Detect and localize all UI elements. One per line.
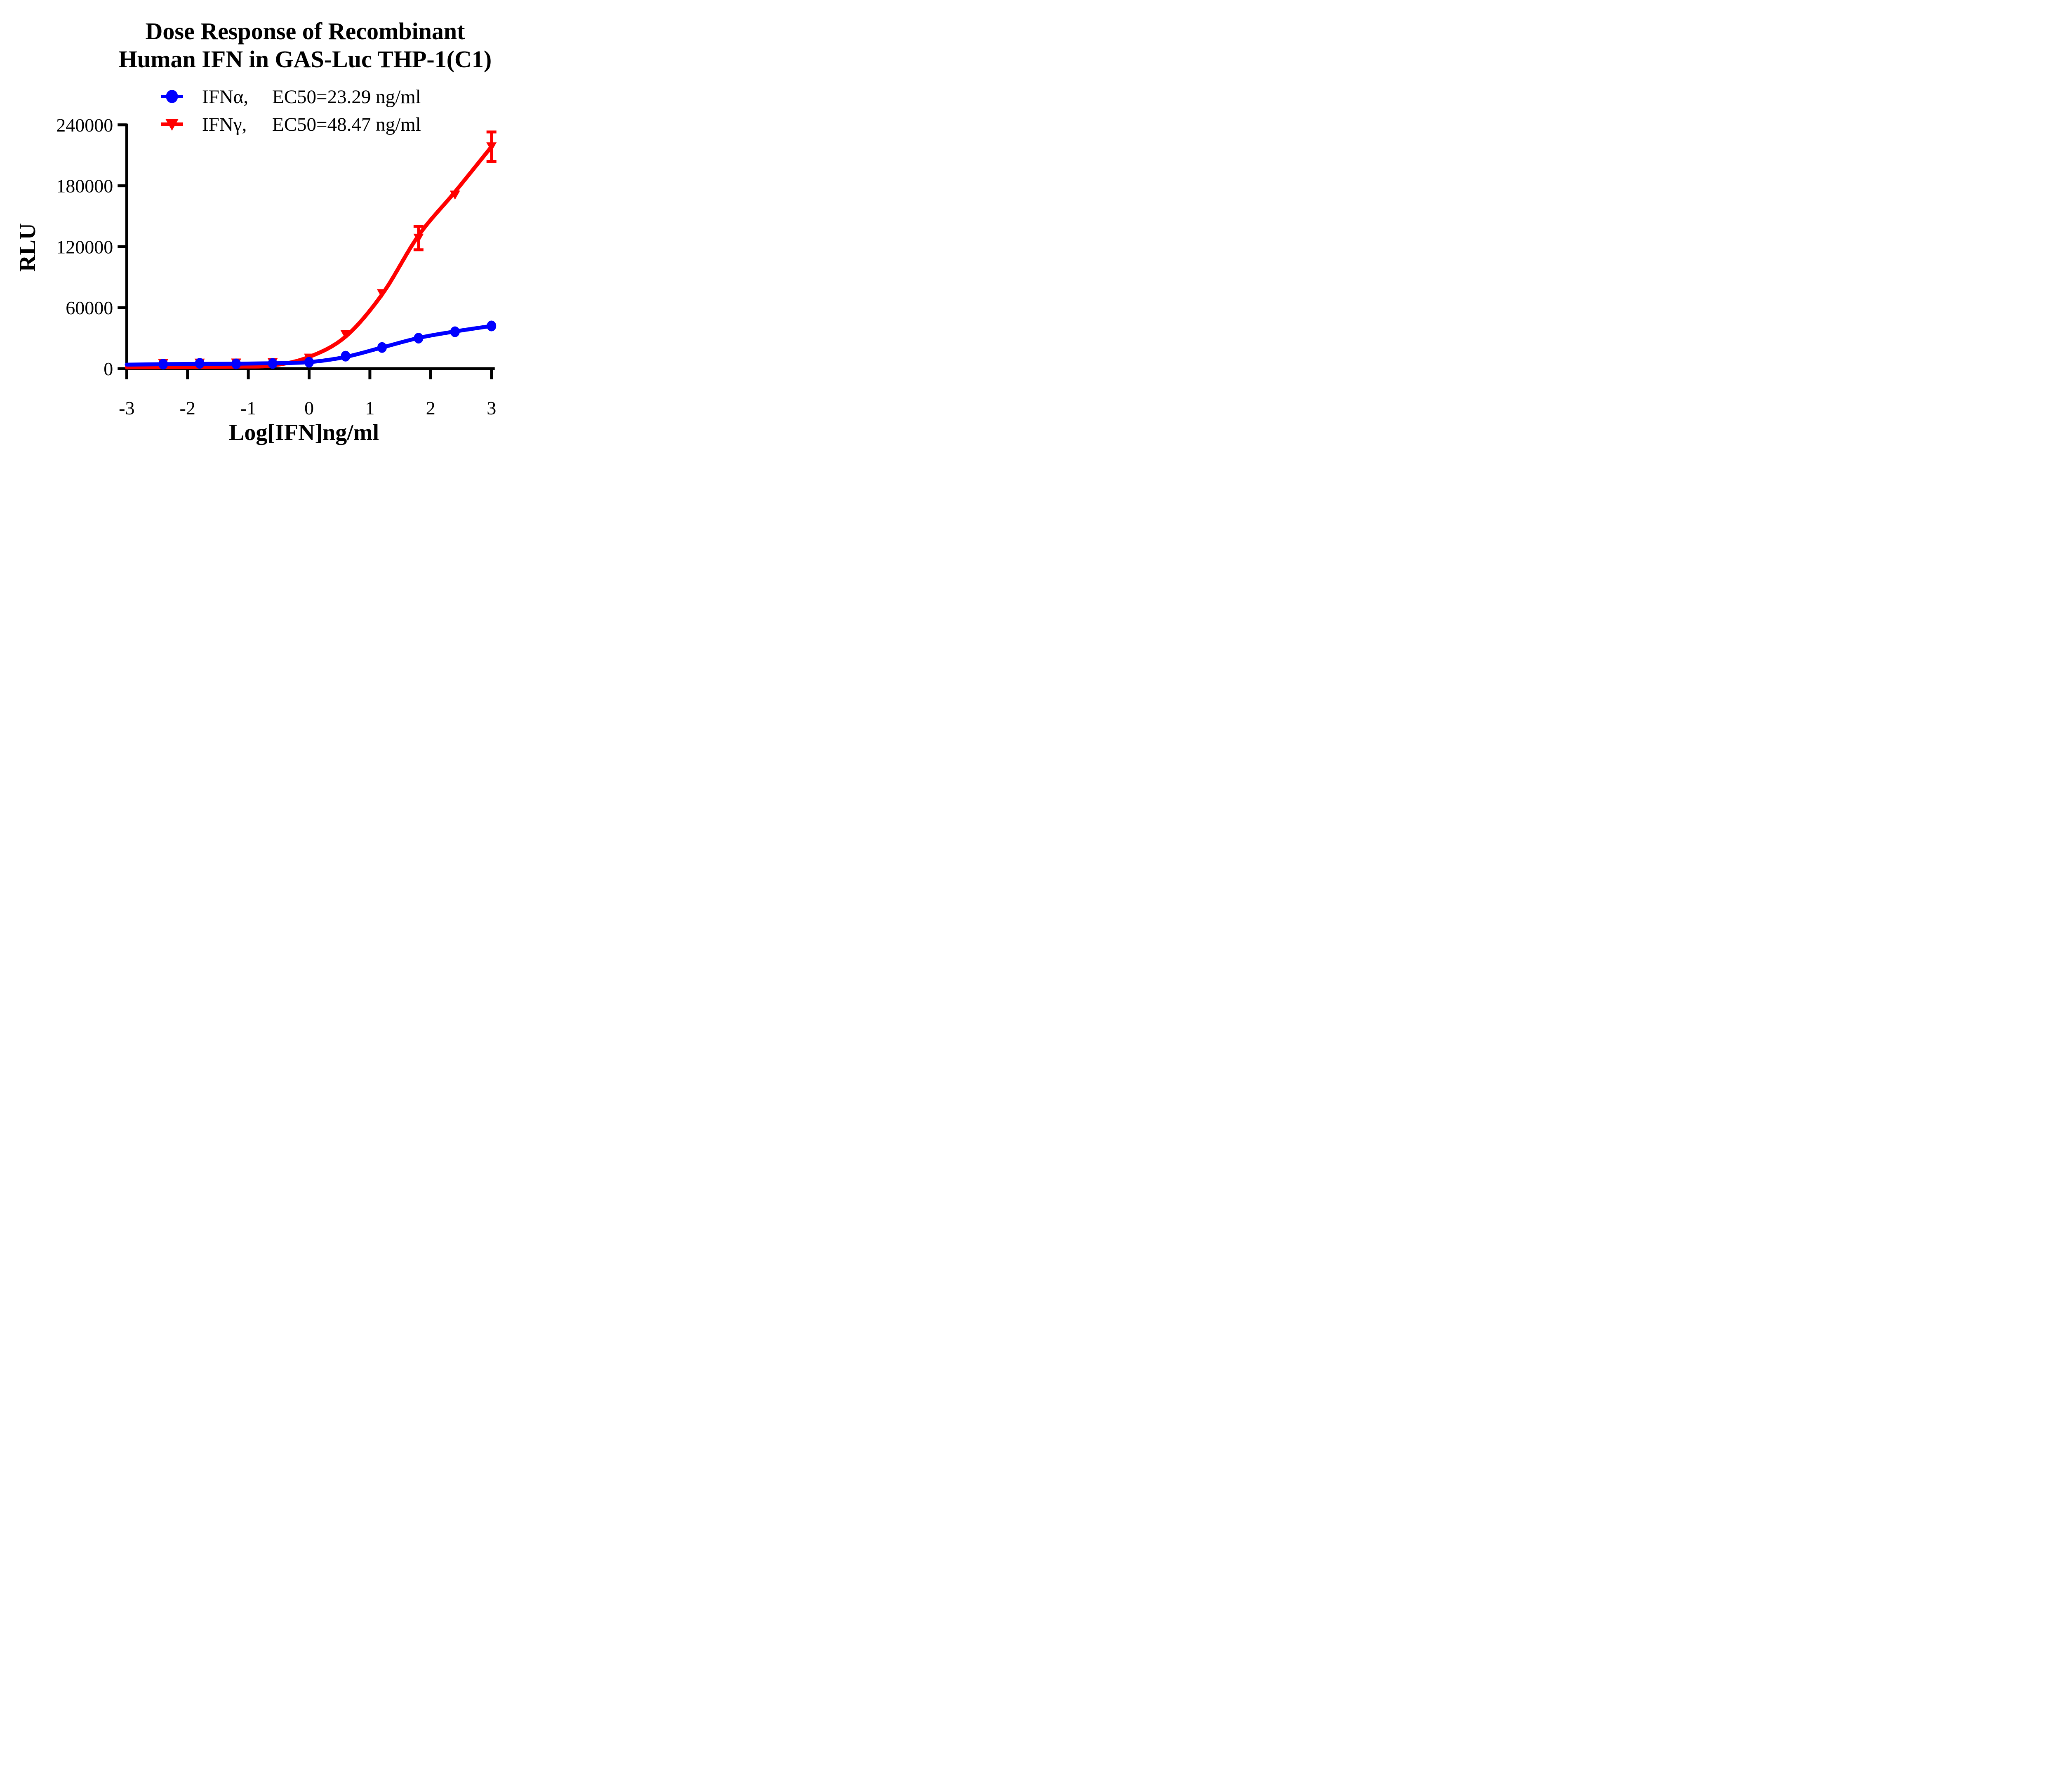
data-point-triangle-ifn-gamma	[450, 190, 460, 200]
data-point-circle-ifn-alpha	[195, 358, 205, 369]
data-point-triangle-ifn-gamma	[413, 233, 424, 243]
data-point-circle-ifn-alpha	[487, 320, 497, 332]
legend-label-ifn-gamma: IFNγ, EC50=48.47 ng/ml	[202, 114, 421, 135]
legend-item-ifn-gamma: IFNγ, EC50=48.47 ng/ml	[161, 114, 421, 135]
dose-response-chart: Dose Response of Recombinant Human IFN i…	[0, 0, 551, 448]
y-tick-label: 180000	[56, 176, 113, 197]
data-point-triangle-ifn-gamma	[340, 330, 351, 339]
legend-label-ifn-alpha: IFNα, EC50=23.29 ng/ml	[202, 86, 421, 108]
x-tick-label: 0	[304, 397, 314, 419]
fit-curve-ifn-gamma	[125, 144, 494, 369]
data-point-circle-ifn-alpha	[158, 359, 168, 370]
plot-area: 0 60000 120000 180000 240000 -3 -2 -1 0 1 2 3	[56, 115, 497, 419]
legend-item-ifn-alpha: IFNα, EC50=23.29 ng/ml	[161, 86, 421, 108]
data-point-circle-ifn-alpha	[268, 358, 278, 369]
x-tick-label: -2	[180, 397, 195, 419]
x-tick-label: 3	[487, 397, 496, 419]
y-tick-label: 120000	[56, 236, 113, 257]
x-tick-label: 2	[426, 397, 435, 419]
chart-canvas: Dose Response of Recombinant Human IFN i…	[15, 18, 497, 445]
data-point-circle-ifn-alpha	[450, 326, 460, 337]
x-tick-label: -1	[240, 397, 256, 419]
data-point-circle-ifn-alpha	[377, 342, 387, 353]
data-point-triangle-ifn-gamma	[377, 289, 387, 299]
x-tick-label: -3	[119, 397, 134, 419]
data-point-circle-ifn-alpha	[414, 333, 424, 344]
y-tick-label: 60000	[66, 297, 113, 318]
chart-title-line-2: Human IFN in GAS-Luc THP-1(C1)	[119, 46, 492, 73]
data-point-circle-ifn-alpha	[341, 350, 351, 362]
circle-marker-icon	[166, 90, 178, 103]
y-tick-label: 0	[104, 358, 113, 379]
x-axis-title: Log[IFN]ng/ml	[229, 420, 379, 445]
data-point-circle-ifn-alpha	[304, 357, 314, 368]
y-tick-label: 240000	[56, 115, 113, 136]
chart-title-line-1: Dose Response of Recombinant	[146, 18, 466, 45]
data-point-triangle-ifn-gamma	[486, 142, 497, 152]
data-point-circle-ifn-alpha	[231, 358, 241, 369]
legend: IFNα, EC50=23.29 ng/ml IFNγ, EC50=48.47 …	[161, 86, 421, 135]
chart-title: Dose Response of Recombinant Human IFN i…	[119, 18, 492, 73]
triangle-down-marker-icon	[165, 119, 179, 131]
y-axis-title: RLU	[15, 223, 40, 272]
x-tick-label: 1	[365, 397, 374, 419]
